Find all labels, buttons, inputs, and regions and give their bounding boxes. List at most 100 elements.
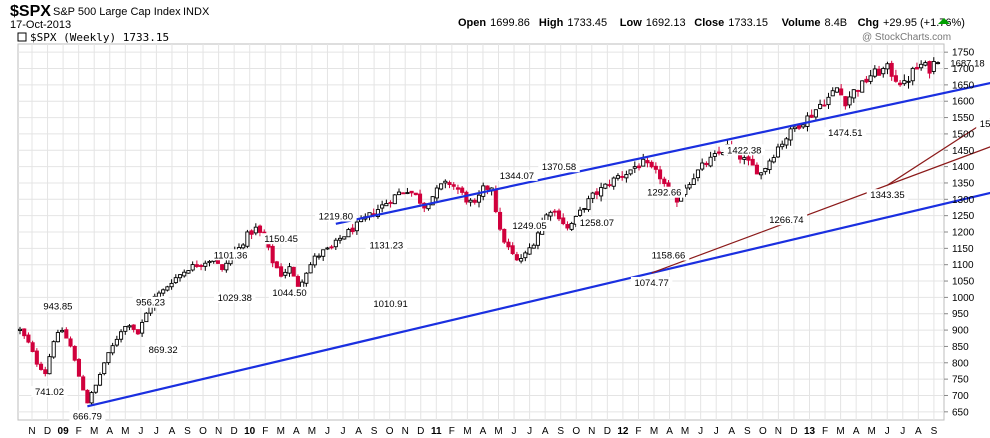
stat-open: Open 1699.86	[458, 17, 530, 29]
annotation-bg	[39, 300, 76, 312]
candle-body	[333, 239, 338, 248]
candle-body	[594, 191, 599, 195]
candle-body	[603, 183, 608, 189]
upper-channel-line	[335, 82, 990, 225]
y-tick-label: 750	[952, 375, 969, 386]
price-annotation: 1266.74	[769, 215, 803, 226]
candle-body	[813, 109, 818, 118]
candle-body	[110, 345, 115, 354]
candle-body	[22, 328, 27, 337]
candle-body	[194, 264, 199, 267]
candle-body	[451, 184, 456, 187]
candle-body	[519, 258, 524, 262]
price-annotation: 1101.36	[214, 250, 248, 261]
candle-body	[712, 153, 717, 157]
stat-close: Close 1733.15	[694, 17, 768, 29]
x-tick-label: J	[341, 426, 346, 437]
candle-body	[636, 165, 642, 169]
candle-body	[253, 226, 258, 234]
candle-body	[767, 160, 772, 171]
candle-body	[472, 199, 477, 203]
annotation-bg	[214, 291, 256, 303]
y-tick-label: 1100	[952, 260, 974, 271]
candle-body	[746, 156, 751, 161]
candle-body	[704, 162, 709, 166]
annotation-bg	[538, 161, 580, 173]
candle-body	[342, 236, 347, 240]
x-tick-label: M	[650, 426, 658, 437]
candle-body	[763, 168, 768, 173]
candle-body	[691, 178, 696, 185]
candle-body	[199, 265, 204, 267]
candle-body	[190, 264, 195, 271]
candle-body	[599, 187, 604, 197]
candle-body	[548, 211, 553, 217]
x-tick-label: J	[698, 426, 703, 437]
x-tick-label: D	[231, 426, 238, 437]
candle-body	[476, 194, 482, 203]
candle-body	[325, 247, 330, 250]
candle-body	[186, 270, 191, 274]
x-tick-label: A	[853, 426, 860, 437]
x-tick-label: A	[480, 426, 487, 437]
candle-body	[401, 192, 406, 195]
candle-body	[615, 175, 621, 179]
candle-body	[935, 62, 941, 65]
candle-body	[207, 260, 212, 264]
price-annotation: 1292.66	[647, 188, 681, 199]
candle-body	[17, 328, 23, 331]
x-tick-label: D	[790, 426, 797, 437]
candle-body	[716, 151, 722, 154]
candle-body	[47, 356, 52, 375]
price-annotation: 1687.18	[950, 59, 984, 70]
stat-value: 1733.15	[728, 17, 768, 29]
candle-body	[140, 321, 145, 334]
candle-body	[64, 329, 69, 339]
candle-body	[55, 332, 60, 343]
candle-body	[388, 201, 393, 204]
candle-body	[834, 87, 839, 93]
x-tick-label: M	[121, 426, 129, 437]
candle-body	[531, 244, 536, 249]
candle-body	[506, 241, 511, 248]
y-tick-label: 900	[952, 326, 969, 337]
price-annotation: 1474.51	[828, 128, 862, 139]
legend-swatch-icon	[17, 32, 27, 42]
candle-body	[586, 198, 591, 211]
candle-body	[809, 114, 814, 118]
annotation-bg	[496, 169, 538, 181]
candle-body	[561, 217, 566, 225]
candle-body	[102, 362, 107, 375]
candle-body	[337, 237, 343, 241]
candle-body	[245, 231, 250, 247]
candle-body	[119, 331, 124, 340]
candle-body	[565, 224, 570, 229]
x-tick-label: M	[90, 426, 98, 437]
y-tick-label: 1250	[952, 211, 975, 222]
candle-body	[641, 158, 646, 167]
annotations: 741.02 943.85 666.79 956.23 869.32 1101.36 102…	[31, 57, 990, 422]
x-tick-label: J	[900, 426, 905, 437]
annotation-bg	[630, 276, 673, 288]
x-tick-label: O	[759, 426, 767, 437]
stat-label: Open	[458, 17, 486, 29]
candle-body	[872, 68, 877, 77]
candle-body	[493, 189, 498, 213]
candle-body	[876, 68, 882, 76]
candle-body	[93, 384, 98, 393]
candle-body	[430, 196, 435, 206]
annotation-bg	[946, 57, 989, 69]
price-annotation: 1074.77	[634, 278, 668, 289]
candle-body	[224, 262, 229, 271]
candle-body	[923, 62, 928, 66]
candle-body	[910, 67, 915, 82]
candle-body	[860, 80, 865, 93]
candle-body	[607, 184, 612, 187]
x-tick-label: 09	[58, 426, 70, 437]
candle-body	[131, 324, 136, 330]
candle-body	[919, 63, 924, 69]
candle-body	[81, 376, 86, 391]
candle-body	[771, 157, 776, 163]
x-tick-label: N	[588, 426, 595, 437]
stat-value: 8.4B	[825, 17, 848, 29]
